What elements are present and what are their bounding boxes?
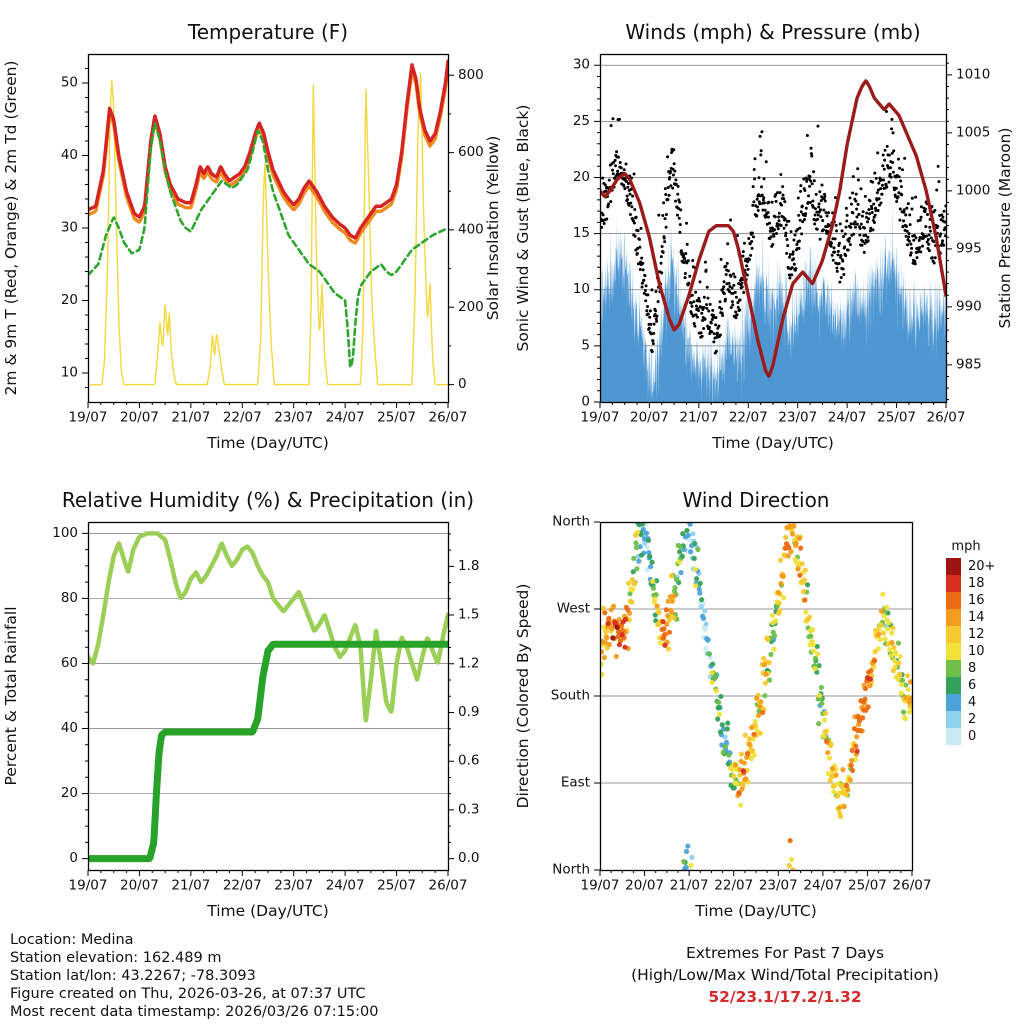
- wind-direction-chart: [512, 478, 1024, 930]
- winds-pressure-chart: [512, 10, 1024, 462]
- data-timestamp: Most recent data timestamp: 2026/03/26 0…: [10, 1004, 379, 1020]
- station-location: Location: Medina: [10, 932, 134, 948]
- extremes-title: Extremes For Past 7 Days: [685, 944, 885, 962]
- extremes-subtitle: (High/Low/Max Wind/Total Precipitation): [631, 966, 939, 984]
- station-elevation: Station elevation: 162.489 m: [10, 950, 222, 966]
- extremes-values: 52/23.1/17.2/1.32: [708, 988, 862, 1006]
- temperature-chart: [0, 10, 512, 462]
- humidity-precip-chart: [0, 478, 512, 930]
- figure-created: Figure created on Thu, 2026-03-26, at 07…: [10, 986, 366, 1002]
- station-latlon: Station lat/lon: 43.2267; -78.3093: [10, 968, 256, 984]
- station-metadata: Location: Medina Station elevation: 162.…: [10, 931, 378, 1021]
- extremes-block: Extremes For Past 7 Days (High/Low/Max W…: [560, 942, 1010, 1008]
